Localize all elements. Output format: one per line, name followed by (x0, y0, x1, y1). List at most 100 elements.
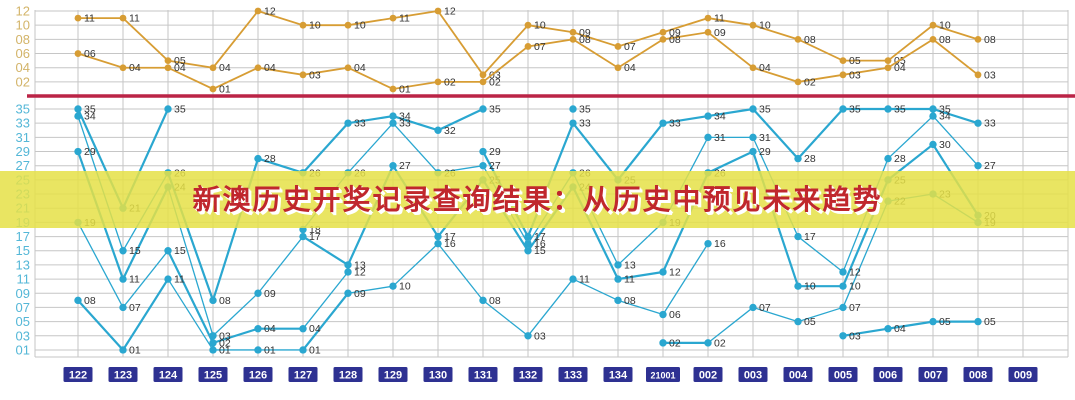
issue-label-box (873, 367, 903, 382)
svg-text:34: 34 (399, 111, 411, 123)
svg-text:35: 35 (759, 104, 771, 116)
svg-text:10: 10 (804, 281, 816, 293)
svg-text:16: 16 (534, 238, 546, 250)
y-tick-label: 03 (16, 328, 30, 343)
svg-text:11: 11 (624, 274, 635, 286)
svg-text:04: 04 (309, 323, 321, 335)
svg-text:07: 07 (624, 41, 636, 53)
svg-text:34: 34 (714, 111, 726, 123)
y-tick-label: 33 (16, 116, 30, 131)
svg-text:11: 11 (84, 13, 95, 25)
svg-text:29: 29 (489, 146, 501, 158)
issue-label-box (243, 367, 273, 382)
svg-text:34: 34 (84, 111, 96, 123)
svg-text:04: 04 (219, 62, 231, 74)
svg-text:28: 28 (264, 153, 276, 165)
svg-text:27: 27 (984, 160, 996, 172)
svg-text:07: 07 (849, 302, 861, 314)
svg-text:003: 003 (744, 370, 762, 382)
svg-text:01: 01 (309, 344, 321, 356)
svg-text:126: 126 (249, 370, 267, 382)
svg-text:12: 12 (264, 6, 276, 18)
svg-text:11: 11 (129, 274, 140, 286)
svg-text:08: 08 (669, 34, 681, 46)
issue-label-box (108, 367, 138, 382)
svg-text:17: 17 (309, 231, 321, 243)
issue-label-box (738, 367, 768, 382)
svg-text:10: 10 (849, 281, 861, 293)
svg-text:124: 124 (159, 370, 178, 382)
svg-text:10: 10 (354, 20, 366, 32)
svg-text:08: 08 (219, 295, 231, 307)
svg-text:02: 02 (804, 76, 816, 88)
issue-label-box (513, 367, 543, 382)
svg-text:03: 03 (849, 330, 861, 342)
svg-text:04: 04 (264, 62, 276, 74)
y-tick-label: 04 (16, 60, 30, 75)
svg-text:006: 006 (879, 370, 897, 382)
svg-text:02: 02 (714, 337, 726, 349)
svg-text:08: 08 (984, 34, 996, 46)
svg-text:08: 08 (939, 34, 951, 46)
svg-text:122: 122 (69, 370, 87, 382)
y-tick-label: 17 (16, 229, 30, 244)
svg-text:33: 33 (984, 118, 996, 130)
svg-text:004: 004 (789, 370, 808, 382)
svg-text:08: 08 (804, 34, 816, 46)
svg-text:07: 07 (534, 41, 546, 53)
svg-text:128: 128 (339, 370, 357, 382)
svg-text:10: 10 (399, 281, 411, 293)
svg-text:04: 04 (129, 62, 141, 74)
svg-text:04: 04 (354, 62, 366, 74)
svg-text:07: 07 (759, 302, 771, 314)
svg-text:35: 35 (894, 104, 906, 116)
svg-text:11: 11 (579, 274, 590, 286)
issue-label-box (63, 367, 93, 382)
svg-text:125: 125 (204, 370, 222, 382)
svg-text:35: 35 (489, 104, 501, 116)
svg-text:07: 07 (129, 302, 141, 314)
y-tick-label: 12 (16, 4, 30, 19)
svg-text:31: 31 (759, 132, 771, 144)
y-tick-label: 35 (16, 102, 30, 117)
svg-text:29: 29 (84, 146, 96, 158)
svg-text:30: 30 (939, 139, 951, 151)
svg-text:01: 01 (219, 344, 231, 356)
y-tick-label: 29 (16, 144, 30, 159)
issue-label-box (1008, 367, 1038, 382)
svg-text:02: 02 (444, 76, 456, 88)
svg-text:16: 16 (444, 238, 456, 250)
issue-label-box (783, 367, 813, 382)
issue-label-box (378, 367, 408, 382)
issue-label-box (468, 367, 498, 382)
issue-label-box (828, 367, 858, 382)
svg-text:09: 09 (669, 27, 681, 39)
issue-label-box (646, 367, 680, 382)
svg-text:132: 132 (519, 370, 537, 382)
svg-text:131: 131 (474, 370, 492, 382)
svg-text:123: 123 (114, 370, 132, 382)
svg-text:13: 13 (354, 259, 366, 271)
svg-text:08: 08 (624, 295, 636, 307)
y-tick-label: 13 (16, 257, 30, 272)
svg-text:16: 16 (714, 238, 726, 250)
svg-text:06: 06 (84, 48, 96, 60)
banner-title: 新澳历史开奖记录查询结果：从历史中预见未来趋势 (192, 184, 883, 215)
svg-text:33: 33 (669, 118, 681, 130)
svg-text:12: 12 (669, 267, 681, 279)
issue-label-box (333, 367, 363, 382)
svg-text:08: 08 (84, 295, 96, 307)
svg-text:32: 32 (444, 125, 456, 137)
svg-text:04: 04 (894, 62, 906, 74)
svg-text:130: 130 (429, 370, 447, 382)
svg-text:134: 134 (609, 370, 628, 382)
svg-text:05: 05 (849, 55, 861, 67)
svg-text:04: 04 (894, 323, 906, 335)
svg-text:10: 10 (759, 20, 771, 32)
svg-text:09: 09 (354, 288, 366, 300)
svg-text:03: 03 (849, 69, 861, 81)
svg-text:01: 01 (219, 83, 231, 95)
svg-text:12: 12 (354, 267, 366, 279)
y-tick-label: 08 (16, 32, 30, 47)
